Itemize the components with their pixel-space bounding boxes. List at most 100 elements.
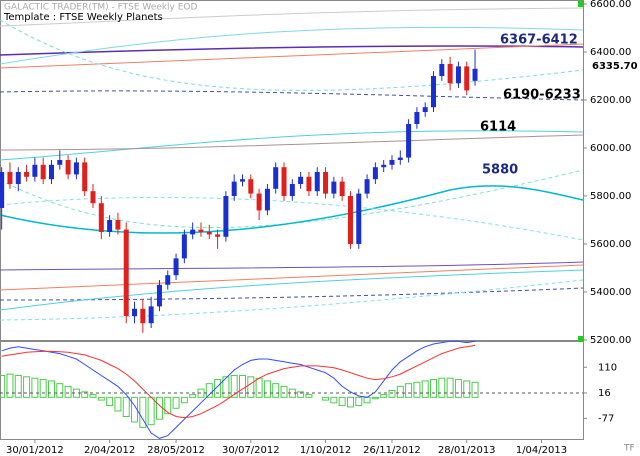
- candle-body: [306, 176, 312, 192]
- x-tick-label: 26/11/2012: [363, 445, 421, 456]
- histogram-bar: [64, 385, 72, 398]
- x-tick-label: 28/05/2012: [147, 445, 205, 456]
- chart-subtitle: Template : FTSE Weekly Planets: [3, 12, 163, 23]
- candle-body: [156, 284, 162, 307]
- histogram-bar: [172, 396, 180, 409]
- histogram-bar: [89, 394, 97, 398]
- histogram-bar: [346, 396, 354, 408]
- planet-line: [0, 269, 584, 311]
- histogram-bar: [380, 394, 388, 398]
- candle-body: [0, 172, 5, 208]
- histogram-bar: [263, 380, 271, 398]
- x-tick-label: 28/01/2013: [438, 445, 496, 456]
- candle-body: [148, 306, 154, 324]
- x-tick-label: 30/01/2012: [6, 445, 64, 456]
- candle-body: [98, 203, 104, 232]
- histogram-bar: [247, 376, 255, 398]
- histogram-bar: [164, 396, 172, 415]
- candle-body: [140, 308, 146, 324]
- candle-body: [298, 176, 304, 184]
- planet-line: [0, 261, 584, 271]
- annotation: 5880: [482, 163, 518, 178]
- x-tick-label: 30/07/2012: [222, 445, 280, 456]
- marker: [578, 336, 584, 342]
- histogram-bar: [180, 396, 188, 404]
- candle-body: [82, 162, 88, 192]
- logo: TF: [623, 444, 635, 454]
- main-panel-frame: [0, 0, 584, 341]
- indicator-line: [1, 344, 476, 419]
- candle-body: [256, 193, 262, 211]
- candle-body: [439, 64, 445, 76]
- candle-body: [323, 172, 329, 194]
- y-tick-label: 6200.00: [590, 95, 631, 106]
- histogram-bar: [297, 391, 305, 398]
- histogram-bar: [106, 396, 114, 407]
- y-tick-label: 6000.00: [590, 143, 631, 154]
- candle-body: [231, 181, 237, 196]
- histogram-bar: [23, 376, 31, 398]
- histogram-bar: [322, 396, 330, 401]
- histogram-bar: [471, 381, 479, 398]
- histogram-bar: [39, 379, 47, 398]
- candle-body: [132, 308, 138, 316]
- histogram-bar: [280, 385, 288, 398]
- histogram-bar: [197, 388, 205, 398]
- histogram-bar: [446, 377, 454, 398]
- candle-body: [240, 179, 246, 182]
- candle-body: [223, 196, 229, 237]
- candle-body: [115, 220, 121, 230]
- planet-line: [0, 90, 584, 101]
- planet-line: [0, 19, 584, 91]
- y-tick-label: 5800.00: [590, 191, 631, 202]
- y-tick-label: 6600.00: [590, 0, 631, 10]
- candle-body: [198, 229, 204, 232]
- indicator-panel-frame: [0, 341, 584, 440]
- histogram-bar: [222, 376, 230, 398]
- candle-body: [356, 193, 362, 244]
- y-tick-label: 110: [598, 362, 617, 373]
- histogram-bar: [330, 396, 338, 404]
- candle-body: [215, 234, 221, 237]
- histogram-bar: [421, 380, 429, 398]
- candle-body: [65, 160, 71, 175]
- planet-line: [0, 134, 584, 151]
- histogram-bar: [6, 373, 14, 398]
- histogram-bar: [97, 396, 105, 401]
- candle-body: [455, 66, 461, 84]
- y-tick-label: -77: [598, 413, 614, 424]
- planet-line: [0, 287, 584, 301]
- candle-body: [7, 172, 13, 184]
- indicator-line: [1, 340, 476, 439]
- candle-body: [248, 179, 254, 194]
- histogram-bar: [405, 383, 413, 398]
- planet-line: [0, 169, 584, 228]
- histogram-bar: [430, 379, 438, 398]
- candle-body: [289, 184, 295, 196]
- histogram-bar: [139, 396, 147, 428]
- chart-title: GALACTIC TRADER(TM) - FTSE Weekly EOD: [4, 3, 197, 13]
- planet-line: [0, 45, 584, 56]
- candle-body: [73, 162, 79, 175]
- planet-line: [0, 130, 584, 161]
- histogram-bar: [56, 383, 64, 398]
- histogram-bar: [205, 383, 213, 398]
- candle-body: [397, 157, 403, 160]
- x-tick-label: 2/04/2012: [84, 445, 135, 456]
- candle-body: [431, 76, 437, 108]
- candle-body: [364, 179, 370, 194]
- y-tick-label: 16: [598, 388, 611, 399]
- annotation: 6367-6412: [500, 33, 578, 48]
- planet-line: [0, 7, 584, 27]
- histogram-bar: [438, 377, 446, 398]
- histogram-bar: [338, 396, 346, 407]
- histogram-bar: [371, 396, 379, 400]
- candle-body: [190, 229, 196, 235]
- candle-body: [15, 172, 21, 184]
- candle-body: [339, 181, 345, 196]
- annotation: 6114: [480, 120, 516, 135]
- histogram-bar: [463, 380, 471, 398]
- histogram-bar: [305, 394, 313, 398]
- candle-body: [123, 229, 129, 316]
